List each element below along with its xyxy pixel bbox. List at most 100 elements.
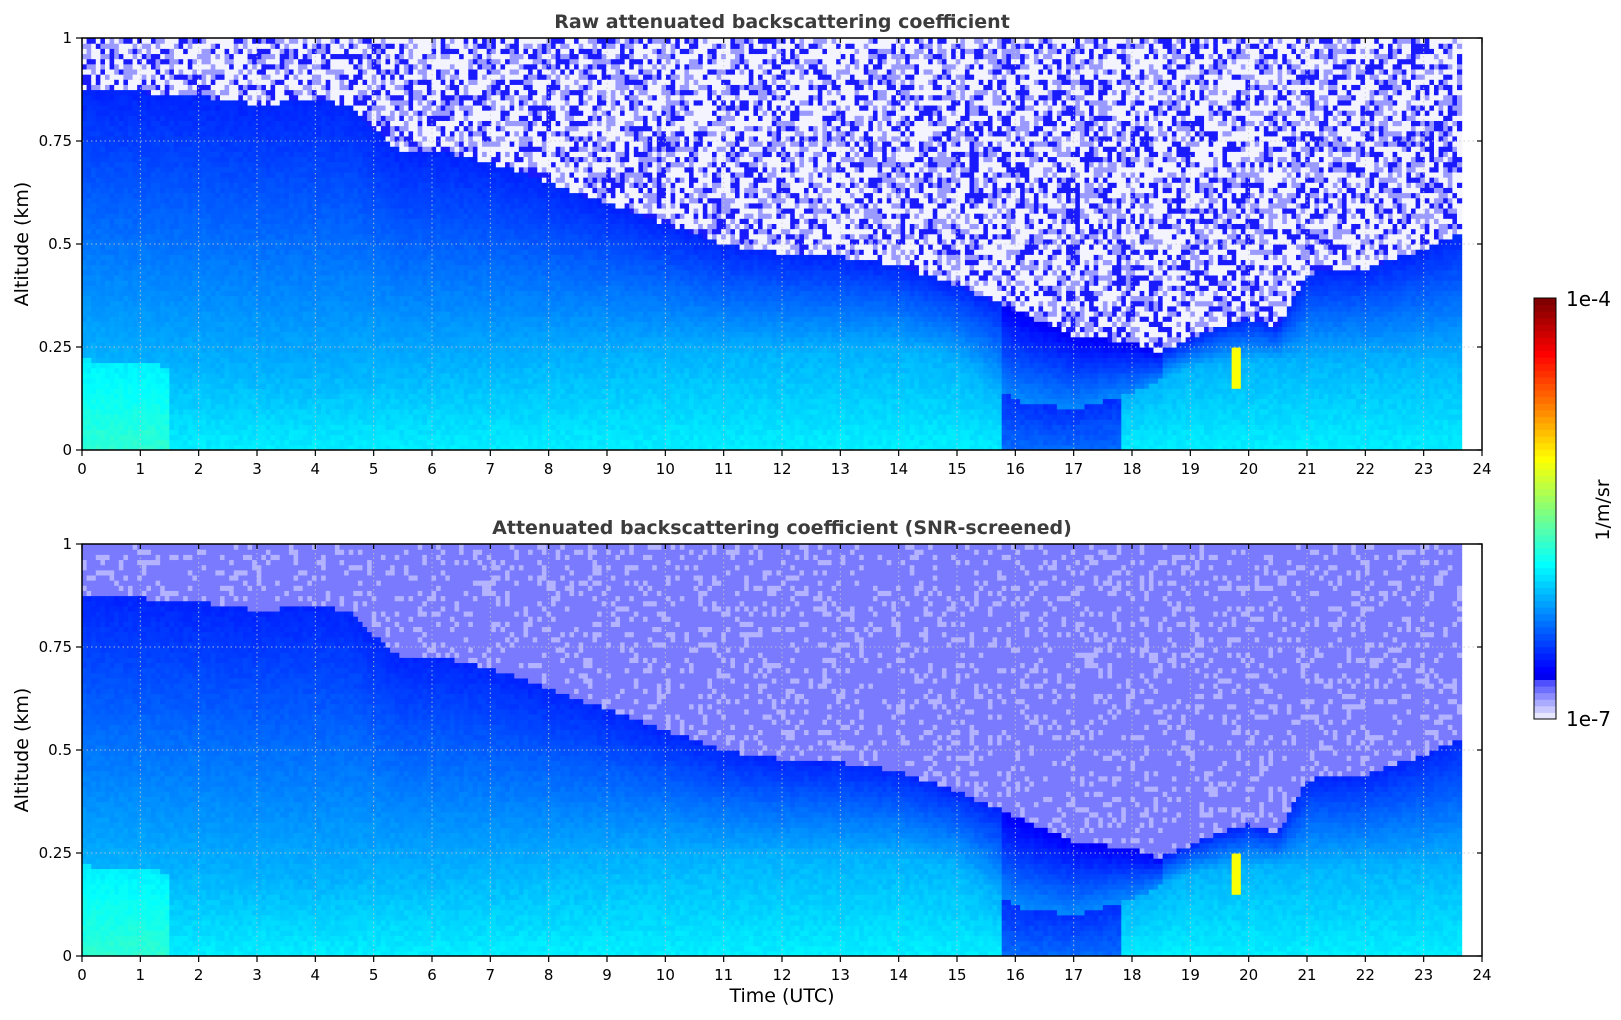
heatmap-cell <box>91 434 97 441</box>
heatmap-cell <box>275 115 281 121</box>
heatmap-cell <box>233 171 239 178</box>
heatmap-cell <box>187 94 193 101</box>
heatmap-cell <box>302 110 308 116</box>
heatmap-cell <box>86 238 92 245</box>
heatmap-cell <box>265 398 272 405</box>
heatmap-cell <box>164 300 170 307</box>
heatmap-cell <box>316 48 322 55</box>
heatmap-cell <box>160 187 166 194</box>
heatmap-cell <box>284 393 290 400</box>
heatmap-cell <box>173 419 180 425</box>
heatmap-cell <box>173 377 180 384</box>
heatmap-cell <box>275 326 281 333</box>
heatmap-cell <box>247 223 253 230</box>
heatmap-cell <box>334 310 341 317</box>
heatmap-cell <box>270 53 276 60</box>
heatmap-cell <box>334 48 341 55</box>
heatmap-cell <box>339 419 345 425</box>
heatmap-cell <box>123 63 129 70</box>
heatmap-cell <box>187 38 193 44</box>
heatmap-cell <box>123 244 129 250</box>
heatmap-cell <box>192 63 198 70</box>
heatmap-cell <box>265 146 272 152</box>
heatmap-cell <box>132 228 138 235</box>
heatmap-cell <box>114 135 120 142</box>
heatmap-cell <box>252 357 258 364</box>
heatmap-cell <box>367 347 373 353</box>
heatmap-cell <box>215 166 221 173</box>
heatmap-cell <box>146 398 152 405</box>
heatmap-cell <box>127 336 134 343</box>
heatmap-cell <box>219 53 226 60</box>
heatmap-cell <box>155 110 161 116</box>
heatmap-cell <box>339 171 345 178</box>
heatmap-cell <box>150 115 157 121</box>
heatmap-cell <box>123 444 129 450</box>
heatmap-cell <box>307 233 313 240</box>
heatmap-cell <box>183 393 189 400</box>
heatmap-cell <box>160 419 166 425</box>
heatmap-cell <box>302 166 308 173</box>
heatmap-cell <box>288 161 295 168</box>
heatmap-cell <box>362 413 368 420</box>
heatmap-cell <box>127 331 134 338</box>
heatmap-cell <box>224 264 230 271</box>
heatmap-cell <box>284 84 290 91</box>
heatmap-cell <box>229 285 235 291</box>
heatmap-cell <box>82 264 88 271</box>
heatmap-cell <box>311 341 318 348</box>
heatmap-cell <box>238 228 244 235</box>
heatmap-cell <box>91 192 97 199</box>
heatmap-cell <box>353 94 359 101</box>
heatmap-cell <box>164 38 170 44</box>
heatmap-cell <box>233 110 239 116</box>
heatmap-cell <box>132 238 138 245</box>
heatmap-cell <box>104 434 111 441</box>
heatmap-cell <box>229 53 235 60</box>
heatmap-cell <box>293 43 299 49</box>
heatmap-cell <box>215 419 221 425</box>
heatmap-cell <box>348 321 354 327</box>
heatmap-cell <box>127 161 134 168</box>
heatmap-cell <box>141 295 147 302</box>
heatmap-cell <box>104 156 111 163</box>
heatmap-cell <box>219 99 226 106</box>
heatmap-cell <box>95 141 101 147</box>
heatmap-cell <box>187 79 193 85</box>
heatmap-cell <box>215 213 221 219</box>
heatmap-cell <box>132 285 138 291</box>
heatmap-cell <box>224 274 230 281</box>
heatmap-cell <box>150 53 157 60</box>
heatmap-cell <box>357 331 364 338</box>
heatmap-cell <box>169 166 175 173</box>
heatmap-cell <box>252 171 258 178</box>
heatmap-cell <box>82 290 88 297</box>
heatmap-cell <box>270 372 276 379</box>
heatmap-cell <box>288 187 295 194</box>
heatmap-cell <box>206 316 212 322</box>
heatmap-cell <box>233 393 239 400</box>
heatmap-cell <box>201 213 207 219</box>
heatmap-cell <box>270 202 276 209</box>
heatmap-cell <box>196 207 203 214</box>
heatmap-cell <box>95 115 101 121</box>
heatmap-cell <box>192 68 198 75</box>
heatmap-cell <box>233 331 239 338</box>
heatmap-cell <box>252 341 258 348</box>
heatmap-cell <box>307 63 313 70</box>
heatmap-cell <box>127 326 134 333</box>
heatmap-cell <box>344 398 350 405</box>
heatmap-cell <box>86 274 92 281</box>
heatmap-cell <box>183 202 189 209</box>
heatmap-cell <box>187 352 193 358</box>
heatmap-cell <box>178 228 184 235</box>
heatmap-cell <box>311 141 318 147</box>
heatmap-cell <box>344 321 350 327</box>
heatmap-cell <box>141 424 147 430</box>
heatmap-cell <box>137 321 143 327</box>
heatmap-cell <box>201 274 207 281</box>
heatmap-cell <box>293 110 299 116</box>
heatmap-cell <box>321 269 327 276</box>
heatmap-cell <box>160 43 166 49</box>
heatmap-cell <box>362 357 368 364</box>
